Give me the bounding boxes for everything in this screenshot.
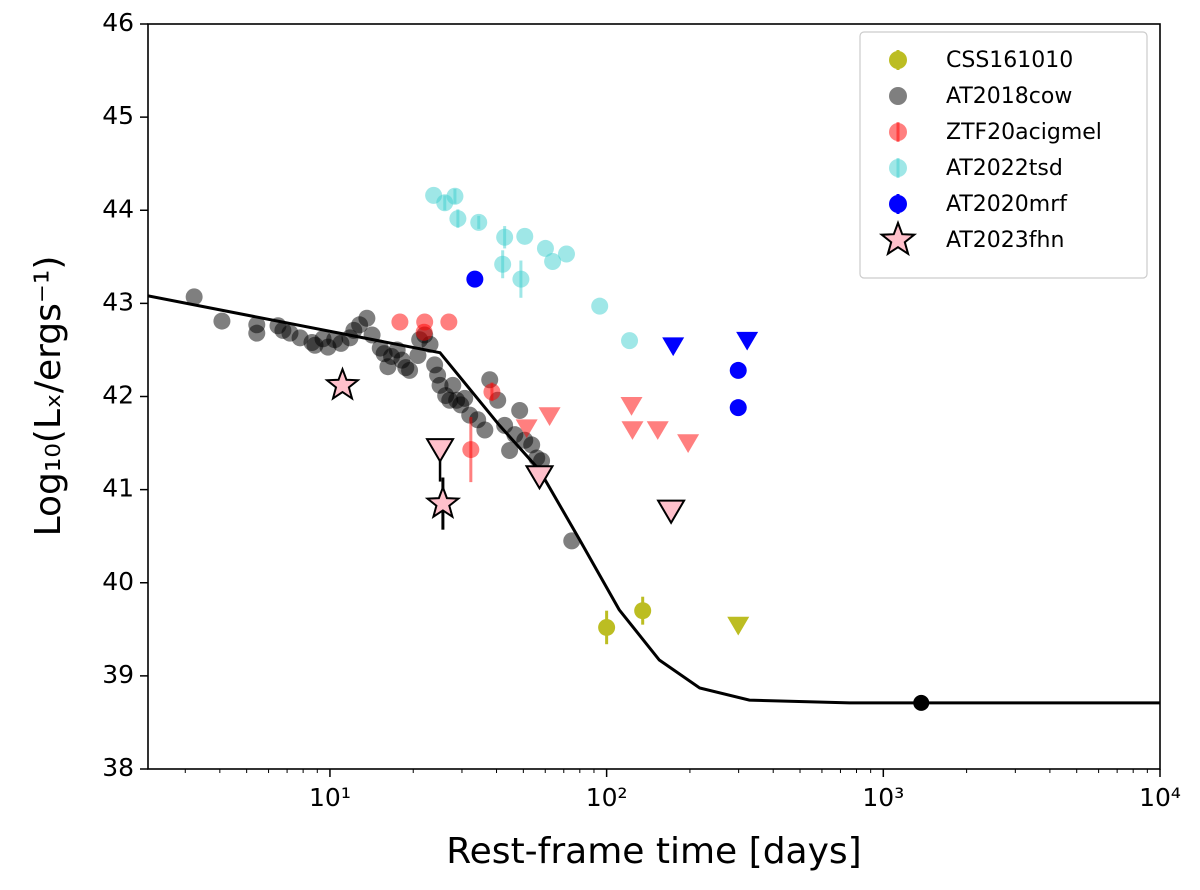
point [213, 312, 231, 330]
x-tick-label: 10⁴ [1139, 783, 1181, 812]
point [185, 288, 203, 306]
y-tick-label: 45 [102, 101, 134, 130]
point [634, 602, 652, 620]
upper-limit [677, 434, 700, 453]
legend: CSS161010 AT2018cow ZTF20acigmel AT2022tsd A… [859, 31, 1148, 279]
plot-area [148, 186, 1160, 711]
upper-limit [736, 331, 759, 351]
model-curve [148, 294, 1160, 705]
upper-limit [621, 421, 644, 440]
point [516, 227, 534, 245]
legend-label: AT2020mrf [946, 192, 1068, 217]
legend-label: AT2018cow [946, 84, 1072, 109]
y-tick-label: 39 [102, 660, 134, 689]
y-tick-label: 43 [102, 287, 134, 316]
point [501, 442, 519, 460]
upper-limit [524, 465, 555, 491]
y-tick-label: 40 [102, 567, 134, 596]
point [391, 313, 409, 331]
point [621, 332, 639, 350]
point [415, 323, 433, 341]
legend-label: ZTF20acigmel [946, 120, 1102, 145]
upper-limit [646, 421, 669, 440]
x-tick-label: 10³ [862, 783, 904, 812]
point [544, 252, 562, 270]
point [446, 187, 464, 205]
star-marker [424, 484, 462, 520]
point [523, 436, 541, 454]
point [591, 297, 609, 315]
point [512, 270, 530, 288]
point [248, 316, 266, 334]
legend-marker [889, 159, 907, 177]
plot-frame [147, 23, 1161, 770]
upper-limit [662, 337, 685, 357]
legend-marker [889, 87, 907, 105]
point [363, 326, 381, 344]
legend-marker [889, 123, 907, 141]
point [533, 452, 551, 470]
point [494, 255, 512, 273]
point [511, 401, 529, 419]
legend-marker [889, 195, 907, 213]
point [358, 309, 376, 327]
point [557, 245, 575, 263]
upper-limit [515, 419, 538, 439]
point [483, 383, 501, 401]
x-axis-label: Rest-frame time [days] [446, 831, 861, 872]
legend-marker [878, 220, 918, 257]
y-tick-label: 42 [102, 381, 134, 410]
point [729, 361, 747, 379]
upper-limit [538, 407, 561, 426]
point [409, 347, 427, 365]
star-marker [324, 366, 361, 401]
point [470, 213, 488, 231]
upper-limit [620, 397, 643, 416]
point [496, 228, 514, 246]
point [449, 210, 467, 228]
point [466, 270, 484, 288]
point [456, 389, 474, 407]
x-tick-label: 10¹ [309, 783, 351, 812]
legend-label: AT2023fhn [946, 228, 1064, 253]
legend-marker [889, 51, 907, 69]
point [598, 618, 616, 636]
y-tick-label: 38 [102, 753, 134, 782]
point [729, 399, 747, 417]
point [563, 532, 581, 550]
legend-label: AT2022tsd [946, 156, 1063, 181]
point [401, 361, 419, 379]
legend-label: CSS161010 [946, 48, 1073, 73]
y-tick-label: 41 [102, 474, 134, 503]
point [440, 313, 458, 331]
upper-limit [656, 499, 686, 525]
point [444, 376, 462, 394]
point [476, 421, 494, 439]
upper-limit [425, 438, 455, 464]
legend-box [859, 31, 1148, 279]
y-tick-label: 44 [102, 194, 134, 223]
y-axis-label: Log₁₀(Lₓ/ergs⁻¹) [28, 256, 69, 537]
y-tick-label: 46 [102, 8, 134, 37]
model-point [913, 694, 930, 711]
x-tick-label: 10² [586, 783, 628, 812]
upper-limit [727, 616, 750, 636]
point [536, 239, 554, 257]
point [462, 441, 480, 459]
